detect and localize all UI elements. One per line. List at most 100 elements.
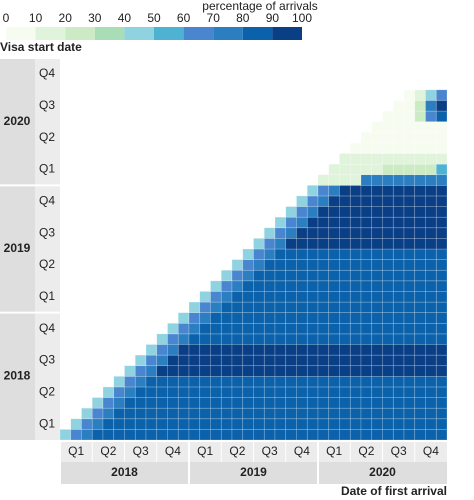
- heat-cell: [349, 195, 362, 207]
- heat-cell: [220, 333, 233, 345]
- heat-cell: [349, 259, 362, 271]
- heat-cell: [177, 365, 190, 377]
- heat-cell: [339, 238, 351, 250]
- heat-cell: [231, 397, 244, 409]
- heat-cell: [199, 407, 211, 420]
- heat-cell: [349, 407, 362, 420]
- heat-cell: [425, 418, 437, 430]
- heat-cell: [274, 344, 287, 356]
- heat-cell: [156, 386, 168, 398]
- heat-cell: [285, 280, 297, 292]
- heat-cell: [317, 195, 330, 207]
- heat-cell: [382, 248, 394, 260]
- heat-cell: [317, 354, 330, 367]
- heat-cell: [425, 354, 437, 367]
- heat-cell: [371, 397, 383, 409]
- heat-cell: [242, 312, 254, 324]
- heat-cell: [328, 407, 340, 420]
- legend-tick-label: 50: [147, 11, 161, 25]
- heat-cell: [167, 354, 179, 367]
- heat-cell: [403, 354, 416, 367]
- heat-cell: [220, 407, 233, 420]
- heat-cell: [285, 333, 297, 345]
- heat-cell: [113, 397, 125, 409]
- heat-cell: [392, 121, 405, 133]
- x-axis-title: Date of first arrival: [341, 484, 447, 498]
- heat-cell: [403, 418, 416, 430]
- heat-cell: [435, 121, 448, 133]
- heat-cell: [188, 407, 201, 420]
- heat-cell: [177, 312, 190, 324]
- heat-cell: [242, 429, 254, 441]
- heat-cell: [253, 429, 265, 441]
- heat-cell: [360, 386, 373, 398]
- legend-tick-label: 70: [207, 11, 221, 25]
- legend-swatch: [242, 27, 273, 40]
- heat-cell: [392, 131, 405, 144]
- heat-cell: [435, 354, 448, 367]
- heat-cell: [414, 354, 426, 367]
- heat-cell: [414, 397, 426, 409]
- heat-cell: [349, 163, 362, 176]
- heat-cell: [242, 322, 254, 335]
- heat-cell: [317, 185, 330, 197]
- heat-cell: [349, 185, 362, 197]
- heat-cell: [371, 153, 383, 165]
- heat-cell: [425, 238, 437, 250]
- heat-cell: [231, 386, 244, 398]
- heat-cell: [274, 269, 287, 282]
- heat-cell: [317, 248, 330, 260]
- heat-cell: [371, 195, 383, 207]
- heat-cell: [360, 195, 373, 207]
- heat-cell: [339, 407, 351, 420]
- heat-cell: [317, 344, 330, 356]
- heat-cell: [360, 429, 373, 441]
- heat-cell: [306, 333, 319, 345]
- heat-cell: [371, 354, 383, 367]
- heat-cell: [414, 142, 426, 154]
- y-quarter-label: Q2: [39, 257, 55, 271]
- heat-cell: [134, 386, 147, 398]
- heat-cell: [306, 418, 319, 430]
- x-quarter-label: Q3: [133, 444, 149, 458]
- heat-cell: [435, 291, 448, 303]
- heat-cell: [403, 163, 416, 176]
- heat-cell: [371, 333, 383, 345]
- x-year-panel: [60, 462, 447, 484]
- heat-cell: [339, 291, 351, 303]
- heat-cell: [360, 322, 373, 335]
- heat-cell: [263, 365, 276, 377]
- heat-cell: [285, 365, 297, 377]
- heat-cell: [349, 301, 362, 313]
- heat-cell: [81, 407, 93, 420]
- heat-cell: [274, 386, 287, 398]
- heat-cell: [253, 365, 265, 377]
- heat-cell: [425, 322, 437, 335]
- heat-cell: [425, 365, 437, 377]
- heat-cell: [403, 174, 416, 186]
- heat-cell: [231, 312, 244, 324]
- heat-cell: [285, 322, 297, 335]
- heat-cell: [263, 397, 276, 409]
- heat-cell: [242, 333, 254, 345]
- x-quarter-label: Q2: [358, 444, 374, 458]
- heat-cell: [274, 280, 287, 292]
- y-quarter-label: Q2: [39, 384, 55, 398]
- heat-cell: [296, 206, 308, 218]
- heat-cell: [70, 418, 82, 430]
- heat-cell: [188, 365, 201, 377]
- heat-cell: [156, 429, 168, 441]
- heat-cell: [124, 397, 136, 409]
- heat-cell: [403, 407, 416, 420]
- heat-cell: [306, 312, 319, 324]
- heat-cell: [296, 386, 308, 398]
- heat-cell: [199, 418, 211, 430]
- heat-cell: [360, 259, 373, 271]
- heat-cell: [414, 291, 426, 303]
- heat-cell: [382, 227, 394, 239]
- heat-cell: [113, 376, 125, 388]
- heat-cell: [306, 206, 319, 218]
- heat-cell: [317, 386, 330, 398]
- heat-cell: [349, 429, 362, 441]
- heat-cell: [328, 185, 340, 197]
